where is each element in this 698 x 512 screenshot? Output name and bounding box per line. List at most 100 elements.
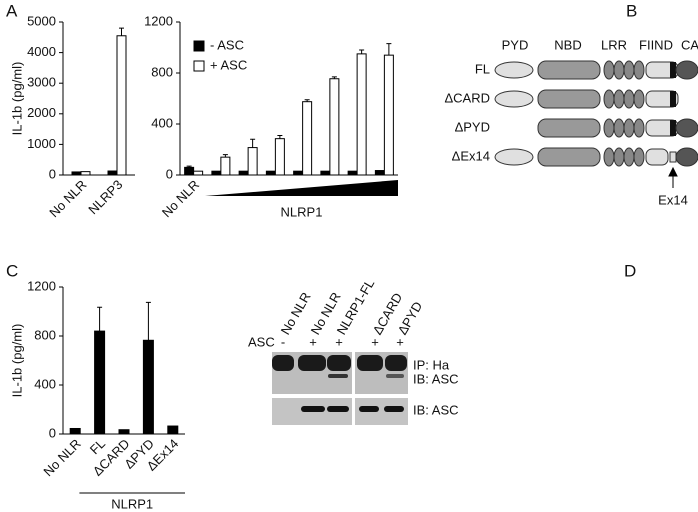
bar <box>293 170 304 176</box>
band-input <box>301 406 325 412</box>
domain-header: CARD <box>681 37 698 52</box>
bar <box>356 53 367 176</box>
legend-swatch <box>193 40 205 52</box>
dose-wedge <box>205 180 398 196</box>
domain-header: PYD <box>502 37 529 52</box>
error-bar <box>304 99 310 102</box>
lane-sign: + <box>335 334 343 349</box>
nbd-domain <box>537 60 601 80</box>
bar <box>329 78 340 176</box>
domain-header: FIIND <box>639 37 673 52</box>
blot-label: IB: ASC <box>413 371 459 386</box>
band-input <box>384 406 404 412</box>
lrr-repeat <box>623 60 635 80</box>
x-tick-label: No NLR <box>159 177 202 220</box>
bar <box>383 54 394 176</box>
band-ha <box>298 355 326 371</box>
y-tick-label: 800 <box>151 64 173 79</box>
fiind-marker <box>670 120 676 136</box>
band-asc <box>386 374 404 378</box>
construct-label: FL <box>475 61 490 76</box>
lrr-repeat <box>623 89 635 109</box>
y-tick-label: 2000 <box>27 105 56 120</box>
lrr-repeat <box>603 147 615 167</box>
bar <box>118 429 130 435</box>
y-tick-label: 1000 <box>27 136 56 151</box>
bar <box>211 170 222 176</box>
lrr-repeat <box>623 118 635 138</box>
band-ha <box>272 355 294 371</box>
error-bar <box>97 306 103 332</box>
x-axis-label: NLRP1 <box>281 204 323 219</box>
bar <box>238 170 249 176</box>
lrr-repeat <box>603 118 615 138</box>
ex14-box <box>669 151 677 163</box>
y-tick-label: 400 <box>151 115 173 130</box>
construct-label: ΔPYD <box>455 119 490 134</box>
band-ha <box>327 355 351 371</box>
bar <box>71 171 82 176</box>
error-bar <box>186 165 192 168</box>
lrr-repeat <box>613 89 625 109</box>
fiind-marker <box>670 91 676 107</box>
bar <box>80 171 91 176</box>
y-tick-label: 800 <box>34 327 56 342</box>
lane-sign: + <box>371 334 379 349</box>
lrr-repeat <box>623 147 635 167</box>
lrr-repeat <box>603 89 615 109</box>
panel-letter: D <box>624 261 636 280</box>
pyd-domain <box>494 148 534 166</box>
bar <box>302 101 313 176</box>
y-tick-label: 400 <box>34 376 56 391</box>
error-bar <box>145 301 151 341</box>
error-bar <box>386 43 392 56</box>
bar <box>274 138 285 176</box>
bar <box>116 35 127 176</box>
error-bar <box>222 154 228 158</box>
card-domain <box>675 60 698 80</box>
construct-label: ΔCARD <box>444 90 490 105</box>
error-bar <box>359 49 365 54</box>
y-tick-label: 0 <box>49 425 56 440</box>
y-tick-label: 3000 <box>27 75 56 90</box>
lane-sign: - <box>281 334 285 349</box>
error-bar <box>331 76 337 79</box>
y-tick-label: 1200 <box>144 13 173 28</box>
nbd-domain <box>537 89 601 109</box>
bar <box>184 166 195 176</box>
y-tick-label: 4000 <box>27 44 56 59</box>
nbd-domain <box>537 118 601 138</box>
pyd-domain <box>494 90 534 108</box>
nbd-domain <box>537 147 601 167</box>
bar <box>69 427 81 435</box>
error-bar <box>250 138 256 148</box>
lane-sign: + <box>309 334 317 349</box>
card-domain <box>675 147 698 167</box>
band-input <box>359 406 379 412</box>
fiind-domain <box>645 148 669 166</box>
bar <box>142 339 154 435</box>
band-asc <box>328 374 348 378</box>
y-tick-label: 1200 <box>27 278 56 293</box>
lrr-repeat <box>603 60 615 80</box>
bar <box>320 170 331 176</box>
y-tick-label: 5000 <box>27 13 56 28</box>
domain-header: LRR <box>601 37 627 52</box>
bar <box>107 170 118 176</box>
legend-swatch <box>193 60 205 72</box>
panel-letter: B <box>626 1 637 20</box>
x-tick-label: No NLR <box>40 436 83 479</box>
lane-sign: + <box>396 334 404 349</box>
blot-label: IB: ASC <box>413 402 459 417</box>
lrr-repeat <box>633 89 645 109</box>
lrr-repeat <box>633 60 645 80</box>
x-tick-label: NLRP3 <box>85 177 125 217</box>
fiind-marker <box>670 62 676 78</box>
card-domain <box>675 118 698 138</box>
lrr-repeat <box>613 147 625 167</box>
y-tick-label: 0 <box>49 166 56 181</box>
band-ha <box>357 355 383 371</box>
ex14-label: Ex14 <box>658 192 688 207</box>
lrr-repeat <box>613 118 625 138</box>
bar <box>265 170 276 176</box>
